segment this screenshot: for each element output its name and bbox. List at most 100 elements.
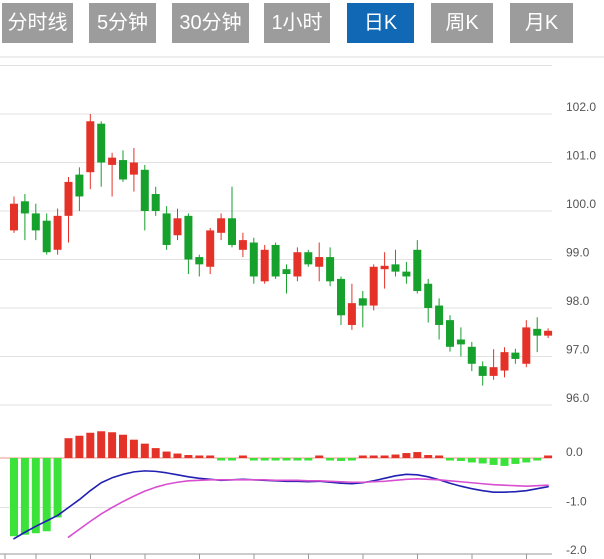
candle-body [347, 303, 356, 325]
candle [347, 283, 356, 330]
macd-bar [271, 458, 280, 461]
candle [380, 252, 389, 289]
candle [293, 247, 302, 282]
candle [544, 328, 553, 339]
tab-timeline[interactable]: 分时线 [2, 3, 73, 43]
macd-histogram [10, 431, 553, 537]
candle [435, 298, 444, 340]
candle [326, 247, 335, 287]
macd-bar [358, 455, 367, 458]
candle [75, 167, 84, 211]
macd-bar [20, 458, 29, 535]
candle [533, 317, 542, 353]
tab-monthly-k[interactable]: 月K [510, 3, 573, 43]
candle [173, 208, 182, 241]
candle-body [271, 244, 280, 277]
macd-bar [435, 455, 444, 458]
candle [282, 264, 291, 294]
candle-body [424, 283, 433, 308]
macd-bar [293, 458, 302, 461]
candle-body [184, 215, 193, 260]
candle [64, 177, 73, 243]
candle-body [304, 252, 313, 265]
candle [315, 242, 324, 282]
candle-body [293, 252, 302, 277]
candle-body [413, 249, 422, 292]
macd-tick-label: -2.0 [566, 543, 587, 557]
candle [42, 213, 51, 255]
price-tick-label: 101.0 [566, 149, 596, 163]
candle [20, 194, 29, 241]
candle [129, 147, 138, 192]
candle [260, 244, 269, 284]
candle [413, 240, 422, 294]
candle-body [228, 218, 236, 245]
macd-bar [337, 458, 345, 461]
candle [478, 361, 487, 386]
candle [228, 186, 236, 248]
macd-axis-labels: 0.0 -1.0 -2.0 [566, 445, 587, 557]
period-tabbar: 分时线 5分钟 30分钟 1小时 日K 周K 月K [0, 0, 604, 46]
candle-body [260, 249, 269, 282]
macd-bar [53, 458, 62, 518]
candle [195, 254, 204, 277]
candle-body [108, 157, 117, 165]
candle-body [544, 330, 553, 336]
candle-body [380, 265, 389, 270]
candle-body [119, 160, 127, 180]
candle-body [75, 174, 84, 197]
candle-body [195, 257, 204, 265]
candle [467, 341, 476, 372]
candle [108, 152, 117, 197]
candle-body [391, 264, 400, 272]
candle [271, 242, 280, 279]
candle [97, 121, 106, 187]
macd-bar [151, 448, 160, 458]
macd-bar [446, 458, 454, 461]
candle [391, 249, 400, 277]
candle-body [358, 298, 367, 306]
macd-bar [456, 458, 465, 461]
candle-body [217, 218, 226, 233]
macd-bar [86, 432, 95, 458]
macd-bar [467, 458, 476, 463]
candle-body [206, 230, 215, 267]
macd-bar [42, 458, 51, 532]
candle [86, 114, 95, 190]
candle [511, 348, 520, 364]
macd-bar [173, 453, 182, 458]
tab-daily-k[interactable]: 日K [347, 3, 414, 43]
macd-bar [140, 443, 149, 458]
candle [53, 208, 62, 255]
tab-5min[interactable]: 5分钟 [89, 3, 156, 43]
candle [456, 327, 465, 357]
macd-bar [217, 458, 226, 461]
candle-body [315, 257, 324, 267]
candle-body [489, 367, 498, 376]
candle-body [511, 352, 520, 359]
macd-bar [413, 452, 422, 458]
candle-body [467, 346, 476, 364]
tab-1hour[interactable]: 1小时 [264, 3, 330, 43]
candles-layer [10, 114, 553, 386]
macd-bar [162, 451, 171, 458]
tab-weekly-k[interactable]: 周K [431, 3, 493, 43]
macd-bar [347, 458, 356, 461]
macd-lines [13, 470, 549, 540]
candle-body [282, 269, 291, 275]
macd-bar [184, 455, 193, 458]
candle [10, 196, 18, 233]
candle-body [129, 162, 138, 175]
macd-bar [478, 458, 487, 464]
macd-bar [64, 438, 73, 458]
price-tick-label: 96.0 [566, 391, 590, 405]
candle-body [86, 121, 95, 173]
macd-bar [489, 458, 498, 465]
tab-30min[interactable]: 30分钟 [172, 3, 249, 43]
candle-body [533, 328, 542, 336]
candle-body [337, 278, 345, 316]
macd-tick-label: -1.0 [566, 495, 587, 509]
macd-bar [31, 458, 40, 534]
macd-bar [402, 453, 411, 458]
